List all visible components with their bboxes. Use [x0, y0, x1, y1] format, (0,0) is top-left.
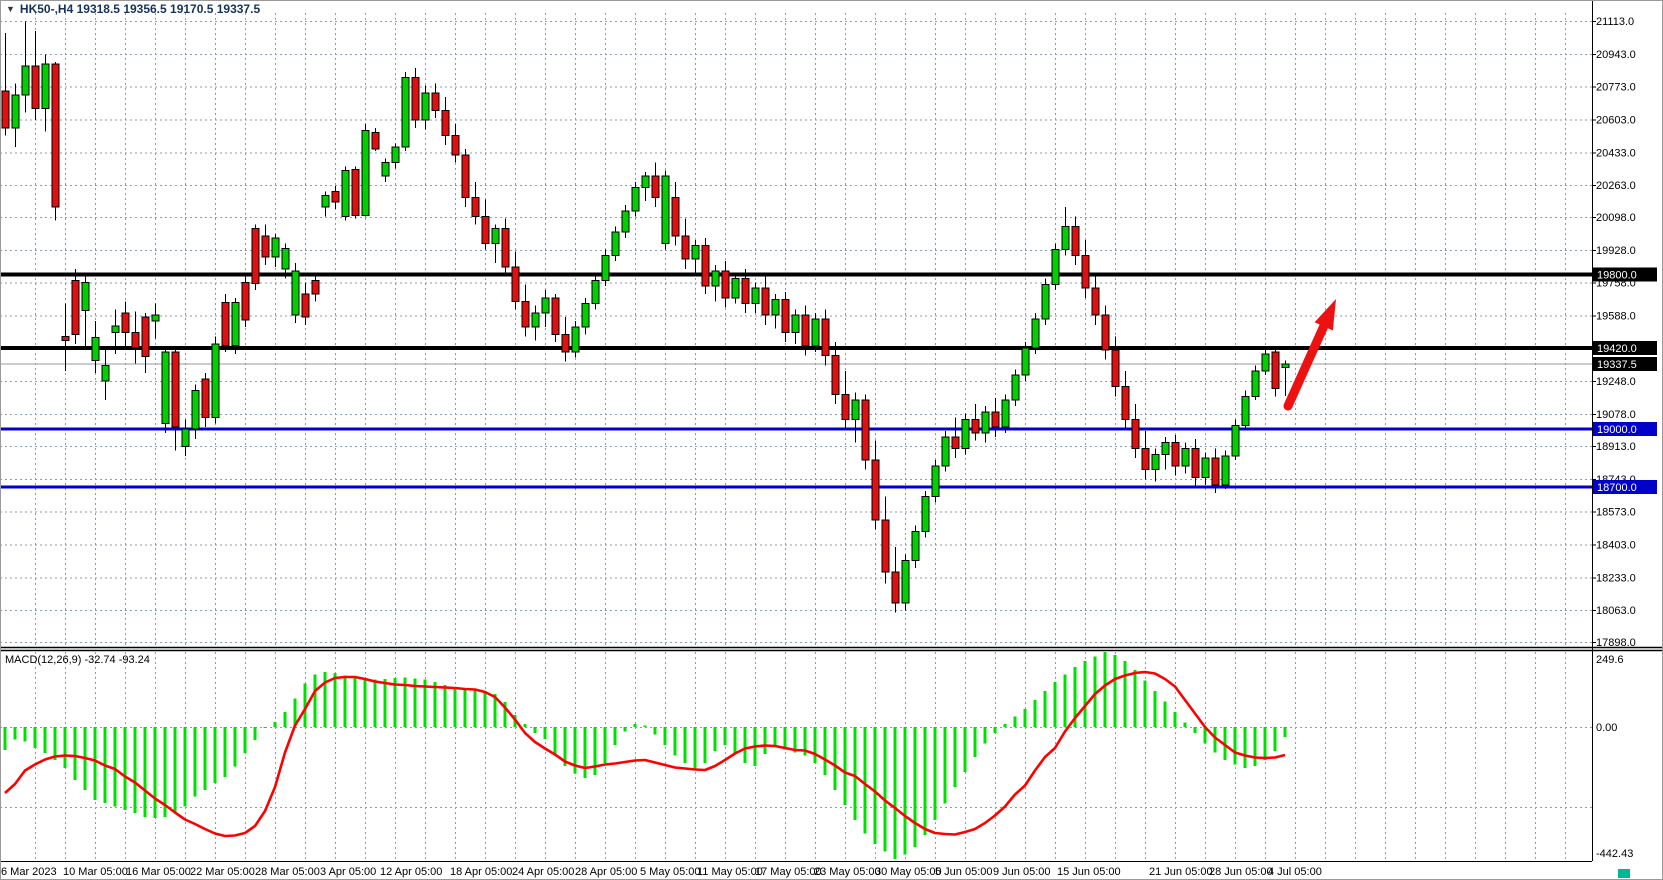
macd-axis-labels: 249.6 0.00 -442.43	[1596, 654, 1633, 860]
svg-text:6 Mar 2023: 6 Mar 2023	[1, 866, 57, 878]
arrow-head	[1314, 299, 1336, 331]
levels-layer	[0, 272, 1592, 489]
svg-text:18403.0: 18403.0	[1596, 540, 1636, 552]
grid-layer	[0, 13, 1592, 861]
svg-text:12 Apr 05:00: 12 Apr 05:00	[380, 866, 442, 878]
candles-layer	[1, 21, 1290, 613]
svg-text:21 Jun 05:00: 21 Jun 05:00	[1149, 866, 1213, 878]
chart-title: HK50-,H4 19318.5 19356.5 19170.5 19337.5	[19, 2, 261, 16]
svg-text:-442.43: -442.43	[1596, 848, 1633, 860]
macd-layer	[3, 652, 1287, 859]
svg-text:20603.0: 20603.0	[1596, 115, 1636, 127]
symbol-dropdown-icon[interactable]: ▼	[6, 3, 15, 14]
svg-text:19078.0: 19078.0	[1596, 409, 1636, 421]
svg-text:28 Apr 05:00: 28 Apr 05:00	[575, 866, 637, 878]
svg-text:19420.0: 19420.0	[1597, 343, 1637, 355]
svg-text:28 Mar 05:00: 28 Mar 05:00	[255, 866, 320, 878]
svg-text:18913.0: 18913.0	[1596, 441, 1636, 453]
trend-arrow-annotation	[1283, 299, 1336, 411]
svg-text:19800.0: 19800.0	[1597, 270, 1637, 282]
scroll-indicator	[1618, 869, 1630, 878]
chart-title-bar: ▼ HK50-,H4 19318.5 19356.5 19170.5 19337…	[6, 2, 260, 16]
svg-text:22 Mar 05:00: 22 Mar 05:00	[190, 866, 255, 878]
svg-text:17 May 05:00: 17 May 05:00	[755, 866, 822, 878]
svg-text:19000.0: 19000.0	[1597, 424, 1637, 436]
svg-text:9 Jun 05:00: 9 Jun 05:00	[993, 866, 1051, 878]
svg-text:11 May 05:00: 11 May 05:00	[697, 866, 763, 878]
svg-text:24 Apr 05:00: 24 Apr 05:00	[512, 866, 574, 878]
price-axis-labels: 21113.0 20943.0 20773.0 20603.0 20433.0 20263…	[1592, 16, 1657, 649]
svg-text:20433.0: 20433.0	[1596, 148, 1636, 160]
svg-text:4 Jul 05:00: 4 Jul 05:00	[1268, 866, 1322, 878]
svg-text:20263.0: 20263.0	[1596, 180, 1636, 192]
svg-text:5 May 05:00: 5 May 05:00	[640, 866, 701, 878]
svg-text:23 May 05:00: 23 May 05:00	[814, 866, 881, 878]
svg-text:18233.0: 18233.0	[1596, 573, 1636, 585]
svg-text:17898.0: 17898.0	[1596, 637, 1636, 649]
svg-text:18 Apr 05:00: 18 Apr 05:00	[450, 866, 512, 878]
svg-text:10 Mar 05:00: 10 Mar 05:00	[63, 866, 128, 878]
svg-text:20943.0: 20943.0	[1596, 49, 1636, 61]
svg-text:18573.0: 18573.0	[1596, 507, 1636, 519]
macd-signal-line	[4, 670, 1286, 838]
arrow-shaft	[1283, 321, 1329, 411]
svg-text:30 May 05:00: 30 May 05:00	[875, 866, 942, 878]
svg-text:16 Mar 05:00: 16 Mar 05:00	[126, 866, 191, 878]
macd-indicator-label: MACD(12,26,9) -32.74 -93.24	[5, 654, 150, 666]
svg-text:19588.0: 19588.0	[1596, 311, 1636, 323]
svg-text:20773.0: 20773.0	[1596, 82, 1636, 94]
svg-text:3 Apr 05:00: 3 Apr 05:00	[320, 866, 376, 878]
svg-text:15 Jun 05:00: 15 Jun 05:00	[1057, 866, 1121, 878]
svg-text:28 Jun 05:00: 28 Jun 05:00	[1209, 866, 1273, 878]
svg-text:20098.0: 20098.0	[1596, 212, 1636, 224]
svg-text:19928.0: 19928.0	[1596, 245, 1636, 257]
svg-text:5 Jun 05:00: 5 Jun 05:00	[935, 866, 993, 878]
svg-text:0.00: 0.00	[1596, 722, 1617, 734]
svg-text:18063.0: 18063.0	[1596, 605, 1636, 617]
svg-text:249.6: 249.6	[1596, 654, 1624, 666]
svg-text:19248.0: 19248.0	[1596, 376, 1636, 388]
svg-text:18700.0: 18700.0	[1597, 482, 1637, 494]
svg-text:19337.5: 19337.5	[1597, 359, 1637, 371]
svg-text:21113.0: 21113.0	[1596, 16, 1634, 28]
